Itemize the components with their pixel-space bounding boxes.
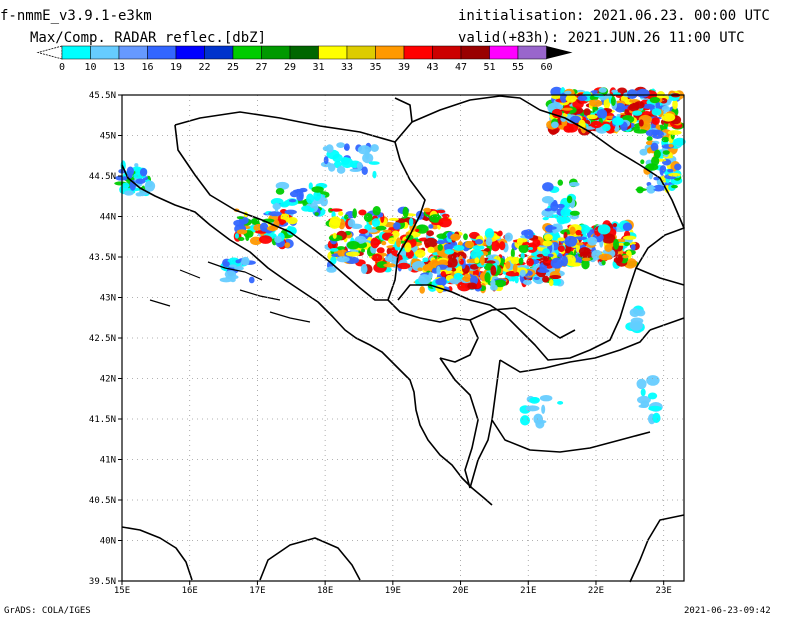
lon-label: 19E — [385, 586, 401, 596]
lat-label: 40.5N — [89, 496, 116, 506]
colorbar-tick-label: 33 — [341, 62, 353, 73]
lon-label: 20E — [452, 586, 468, 596]
colorbar-tick-label: 29 — [284, 62, 296, 73]
lat-label: 44N — [100, 213, 116, 223]
lat-label: 41N — [100, 456, 116, 466]
colorbar-tick-label: 55 — [512, 62, 524, 73]
reflectivity-colorbar: 0 10 13 16 19 22 25 27 29 31 33 35 39 43 47 51 55 60 — [36, 45, 573, 73]
lat-label: 41.5N — [89, 415, 116, 425]
adriatic-coastline — [121, 164, 493, 506]
croatian-islands — [149, 261, 311, 323]
colorbar-tick-label: 13 — [113, 62, 125, 73]
lat-label: 42.5N — [89, 334, 116, 344]
colorbar-underflow-arrow — [36, 45, 63, 60]
colorbar-tick-label: 35 — [369, 62, 381, 73]
border-albania-greece — [439, 357, 493, 489]
lat-label: 43N — [100, 294, 116, 304]
valid-time: valid(+83h): 2021.JUN.26 11:00 UTC — [458, 30, 745, 46]
longitude-labels: 15E 16E 17E 18E 19E 20E 21E 22E 23E — [114, 586, 672, 596]
latitude-labels: 45.5N 45N 44.5N 44N 43.5N 43N 42.5N 42N 41.5N 41N… — [89, 91, 116, 587]
colorbar-tick-label: 0 — [59, 62, 65, 73]
lat-label: 45N — [100, 132, 116, 142]
colorbar-tick-label: 19 — [170, 62, 182, 73]
lat-label: 45.5N — [89, 91, 116, 101]
product-title: Max/Comp. RADAR reflec.[dbZ] — [30, 30, 267, 46]
colorbar-tick-label: 43 — [426, 62, 438, 73]
grads-credit: GrADS: COLA/IGES — [4, 606, 91, 616]
border-montenegro — [387, 299, 479, 363]
colorbar-tick-label: 22 — [198, 62, 210, 73]
radar-echo-layer — [114, 86, 686, 429]
colorbar-tick-label: 47 — [455, 62, 467, 73]
greece-coastline — [259, 514, 685, 583]
lon-label: 22E — [588, 586, 604, 596]
lon-label: 15E — [114, 586, 130, 596]
lat-label: 39.5N — [89, 577, 116, 587]
italy-coastline — [121, 526, 193, 581]
lat-label: 42N — [100, 375, 116, 385]
map-frame — [121, 94, 685, 582]
lat-label: 43.5N — [89, 253, 116, 263]
colorbar-tick-label: 39 — [398, 62, 410, 73]
initialisation-time: initialisation: 2021.06.23. 00:00 UTC — [458, 8, 770, 24]
colorbar-tick-label: 10 — [84, 62, 96, 73]
lon-label: 16E — [182, 586, 198, 596]
lon-label: 18E — [317, 586, 333, 596]
lon-label: 21E — [520, 586, 536, 596]
generation-timestamp: 2021-06-23-09:42 — [684, 606, 771, 616]
lat-lon-grid — [118, 94, 684, 585]
lon-label: 17E — [249, 586, 265, 596]
colorbar-overflow-arrow — [546, 46, 573, 59]
colorbar-tick-label: 31 — [312, 62, 324, 73]
lat-label: 44.5N — [89, 172, 116, 182]
coastline-and-borders — [121, 95, 685, 583]
colorbar-tick-label: 60 — [540, 62, 552, 73]
colorbar-tick-label: 16 — [141, 62, 153, 73]
border-bosnia — [174, 124, 426, 301]
border-bulgaria — [635, 267, 685, 331]
lat-label: 40N — [100, 537, 116, 547]
border-macedonia — [491, 329, 651, 453]
lon-label: 23E — [656, 586, 672, 596]
colorbar-tick-label: 51 — [483, 62, 495, 73]
border-croatia-north — [174, 97, 413, 143]
colorbar-tick-label: 27 — [255, 62, 267, 73]
model-name: f-nmmE_v3.9.1-e3km — [0, 8, 152, 24]
colorbar-tick-label: 25 — [227, 62, 239, 73]
border-kosovo — [469, 307, 576, 339]
